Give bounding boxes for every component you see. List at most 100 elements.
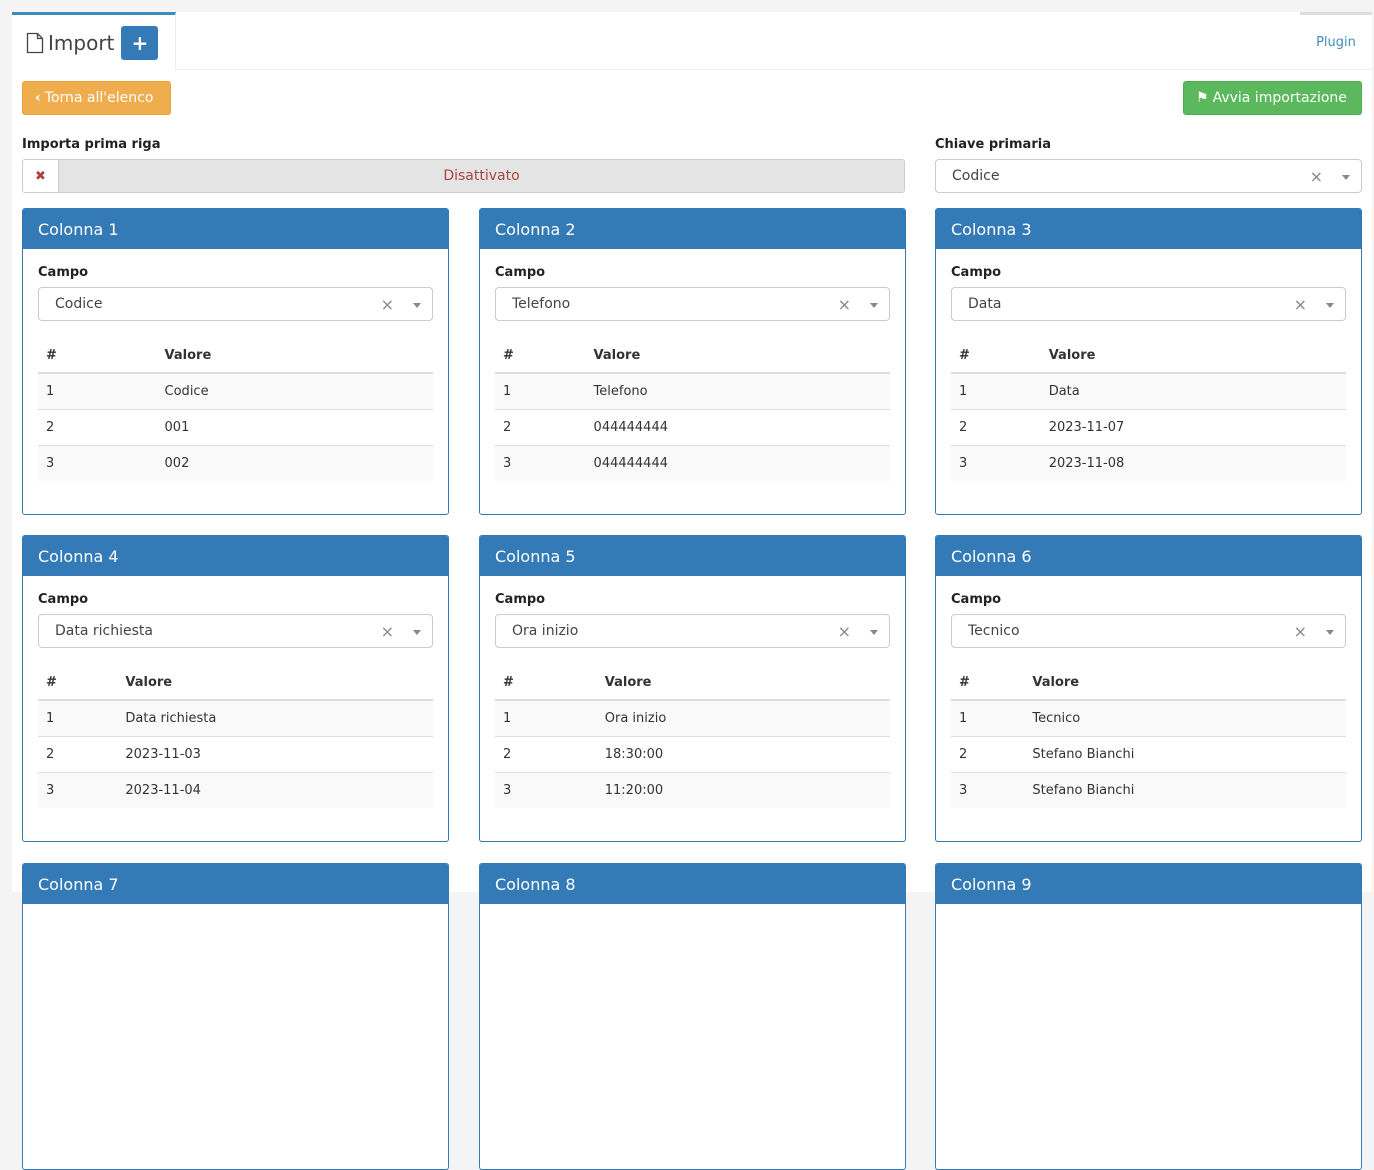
row-value: Data: [1040, 372, 1346, 409]
column-card: Colonna 1 Campo Codice × # Valore 1 Codice 2 00…: [22, 208, 449, 515]
row-num: 3: [951, 771, 1025, 808]
caret-down-icon: [1326, 303, 1334, 308]
row-value: 044444444: [585, 444, 890, 481]
table-row: 2 18:30:00: [495, 735, 890, 772]
table-row: 3 2023-11-04: [38, 771, 433, 808]
primary-key-select[interactable]: Codice ×: [935, 159, 1362, 193]
column-card: Colonna 5 Campo Ora inizio × # Valore 1 Ora i…: [479, 535, 906, 842]
row-num: 2: [951, 408, 1041, 445]
row-num: 3: [38, 444, 157, 481]
table-row: 2 044444444: [495, 408, 890, 445]
card-title: Colonna 9: [936, 864, 1361, 904]
caret-down-icon: [870, 630, 878, 635]
table-row: 3 Stefano Bianchi: [951, 771, 1346, 808]
table-row: 3 002: [38, 444, 433, 481]
caret-down-icon: [413, 630, 421, 635]
row-num: 3: [495, 771, 597, 808]
content: Import + Plugin ‹ Torna all'elenco ⚑ Avvia…: [12, 12, 1372, 1170]
clear-icon[interactable]: ×: [1293, 294, 1307, 314]
toggle-value: Disattivato: [59, 160, 904, 192]
field-select[interactable]: Ora inizio ×: [495, 614, 890, 648]
header-value: Valore: [596, 666, 890, 701]
field-select[interactable]: Data richiesta ×: [38, 614, 433, 648]
select-value: Data richiesta: [55, 623, 153, 639]
row-value: 2023-11-08: [1040, 444, 1346, 481]
table-row: 2 2023-11-07: [951, 408, 1346, 445]
column-card: Colonna 2 Campo Telefono × # Valore 1 Telefon…: [479, 208, 906, 515]
field-select[interactable]: Telefono ×: [495, 287, 890, 321]
caret-down-icon: [1326, 630, 1334, 635]
column-card: Colonna 9: [935, 863, 1362, 1170]
row-value: 2023-11-04: [117, 771, 433, 808]
row-num: 2: [495, 735, 597, 772]
values-table: # Valore 1 Tecnico 2 Stefano Bianchi 3 Stefano …: [951, 666, 1346, 808]
row-num: 1: [951, 372, 1041, 409]
row-num: 1: [495, 699, 597, 736]
tab-plugin[interactable]: Plugin: [1300, 12, 1372, 70]
row-value: 2023-11-07: [1040, 408, 1346, 445]
card-title: Colonna 2: [480, 209, 905, 249]
flag-icon: ⚑: [1196, 90, 1209, 106]
table-row: 3 11:20:00: [495, 771, 890, 808]
select-value: Ora inizio: [512, 623, 579, 639]
table-row: 1 Codice: [38, 372, 433, 409]
add-button[interactable]: +: [121, 26, 159, 60]
field-label: Campo: [495, 592, 546, 607]
clear-icon[interactable]: ×: [837, 294, 851, 314]
column-card: Colonna 7: [22, 863, 449, 1170]
header-num: #: [951, 666, 1025, 701]
clear-icon[interactable]: ×: [380, 294, 394, 314]
row-value: Stefano Bianchi: [1024, 771, 1346, 808]
values-table: # Valore 1 Data 2 2023-11-07 3 2023-11-08: [951, 339, 1346, 481]
tab-import[interactable]: Import +: [12, 12, 176, 71]
select-value: Codice: [55, 296, 103, 312]
select-value: Telefono: [512, 296, 571, 312]
values-table: # Valore 1 Telefono 2 044444444 3 044444444: [495, 339, 890, 481]
table-row: 1 Tecnico: [951, 699, 1346, 736]
row-value: Ora inizio: [596, 699, 890, 736]
clear-icon[interactable]: ×: [837, 621, 851, 641]
field-select[interactable]: Data ×: [951, 287, 1346, 321]
header-value: Valore: [156, 339, 433, 374]
column-card: Colonna 4 Campo Data richiesta × # Valore 1 D…: [22, 535, 449, 842]
select-value: Tecnico: [968, 623, 1020, 639]
clear-icon[interactable]: ×: [380, 621, 394, 641]
table-row: 1 Data richiesta: [38, 699, 433, 736]
column-card: Colonna 6 Campo Tecnico × # Valore 1 Tecnico 2…: [935, 535, 1362, 842]
caret-down-icon: [1342, 175, 1350, 180]
row-value: Telefono: [585, 372, 890, 409]
caret-down-icon: [413, 303, 421, 308]
row-num: 3: [38, 771, 118, 808]
import-first-toggle[interactable]: ✖ Disattivato: [22, 159, 905, 193]
file-icon: [26, 32, 44, 54]
clear-icon[interactable]: ×: [1293, 621, 1307, 641]
row-value: Stefano Bianchi: [1024, 735, 1346, 772]
header-num: #: [951, 339, 1041, 374]
header-num: #: [495, 666, 597, 701]
clear-icon[interactable]: ×: [1309, 166, 1323, 186]
caret-down-icon: [870, 303, 878, 308]
field-label: Campo: [38, 265, 89, 280]
header-num: #: [38, 339, 157, 374]
card-title: Colonna 8: [480, 864, 905, 904]
header-num: #: [495, 339, 586, 374]
header-value: Valore: [117, 666, 433, 701]
row-num: 1: [951, 699, 1025, 736]
card-title: Colonna 4: [23, 536, 448, 576]
row-num: 1: [38, 372, 157, 409]
row-num: 1: [38, 699, 118, 736]
card-title: Colonna 7: [23, 864, 448, 904]
card-title: Colonna 3: [936, 209, 1361, 249]
row-value: Data richiesta: [117, 699, 433, 736]
header-value: Valore: [585, 339, 890, 374]
field-select[interactable]: Tecnico ×: [951, 614, 1346, 648]
field-select[interactable]: Codice ×: [38, 287, 433, 321]
values-table: # Valore 1 Data richiesta 2 2023-11-03 3 2023-1…: [38, 666, 433, 808]
field-label: Campo: [951, 265, 1002, 280]
back-button[interactable]: ‹ Torna all'elenco: [22, 81, 171, 115]
row-value: Tecnico: [1024, 699, 1346, 736]
header-value: Valore: [1040, 339, 1346, 374]
start-import-button[interactable]: ⚑ Avvia importazione: [1183, 81, 1362, 115]
row-value: 044444444: [585, 408, 890, 445]
start-label: Avvia importazione: [1212, 90, 1347, 106]
